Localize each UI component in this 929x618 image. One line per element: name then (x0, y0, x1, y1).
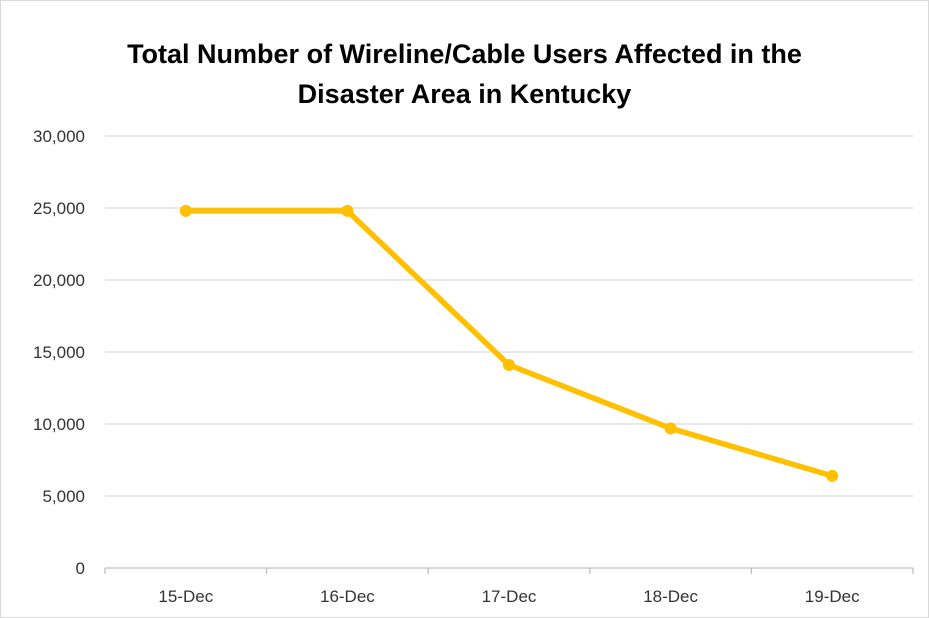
y-axis-tick-labels: 0 5,000 10,000 15,000 20,000 25,000 30,000 (33, 127, 85, 578)
data-point (179, 204, 192, 217)
gridlines (105, 135, 913, 497)
x-axis-tick-labels: 15-Dec 16-Dec 17-Dec 18-Dec 19-Dec (158, 587, 860, 606)
y-tick-label: 5,000 (42, 487, 85, 506)
series-line (183, 208, 835, 479)
x-tick-label: 17-Dec (482, 587, 537, 606)
x-tick-label: 15-Dec (158, 587, 213, 606)
x-axis (104, 567, 914, 574)
data-point (503, 358, 515, 371)
chart-title-line-1: Total Number of Wireline/Cable Users Aff… (127, 39, 802, 69)
x-tick-label: 18-Dec (643, 587, 698, 606)
y-tick-label: 20,000 (33, 271, 85, 290)
data-point (341, 204, 354, 217)
x-tick-label: 16-Dec (320, 587, 375, 606)
chart-title-line-2: Disaster Area in Kentucky (297, 79, 632, 109)
y-tick-label: 15,000 (33, 343, 85, 362)
y-tick-label: 0 (76, 559, 85, 578)
data-point (826, 469, 839, 482)
y-tick-label: 30,000 (33, 127, 85, 146)
y-tick-label: 10,000 (33, 415, 85, 434)
x-tick-label: 19-Dec (805, 587, 860, 606)
data-point (664, 422, 677, 435)
y-tick-label: 25,000 (33, 199, 85, 218)
chart-title: Total Number of Wireline/Cable Users Aff… (0, 34, 929, 114)
series (179, 204, 839, 482)
